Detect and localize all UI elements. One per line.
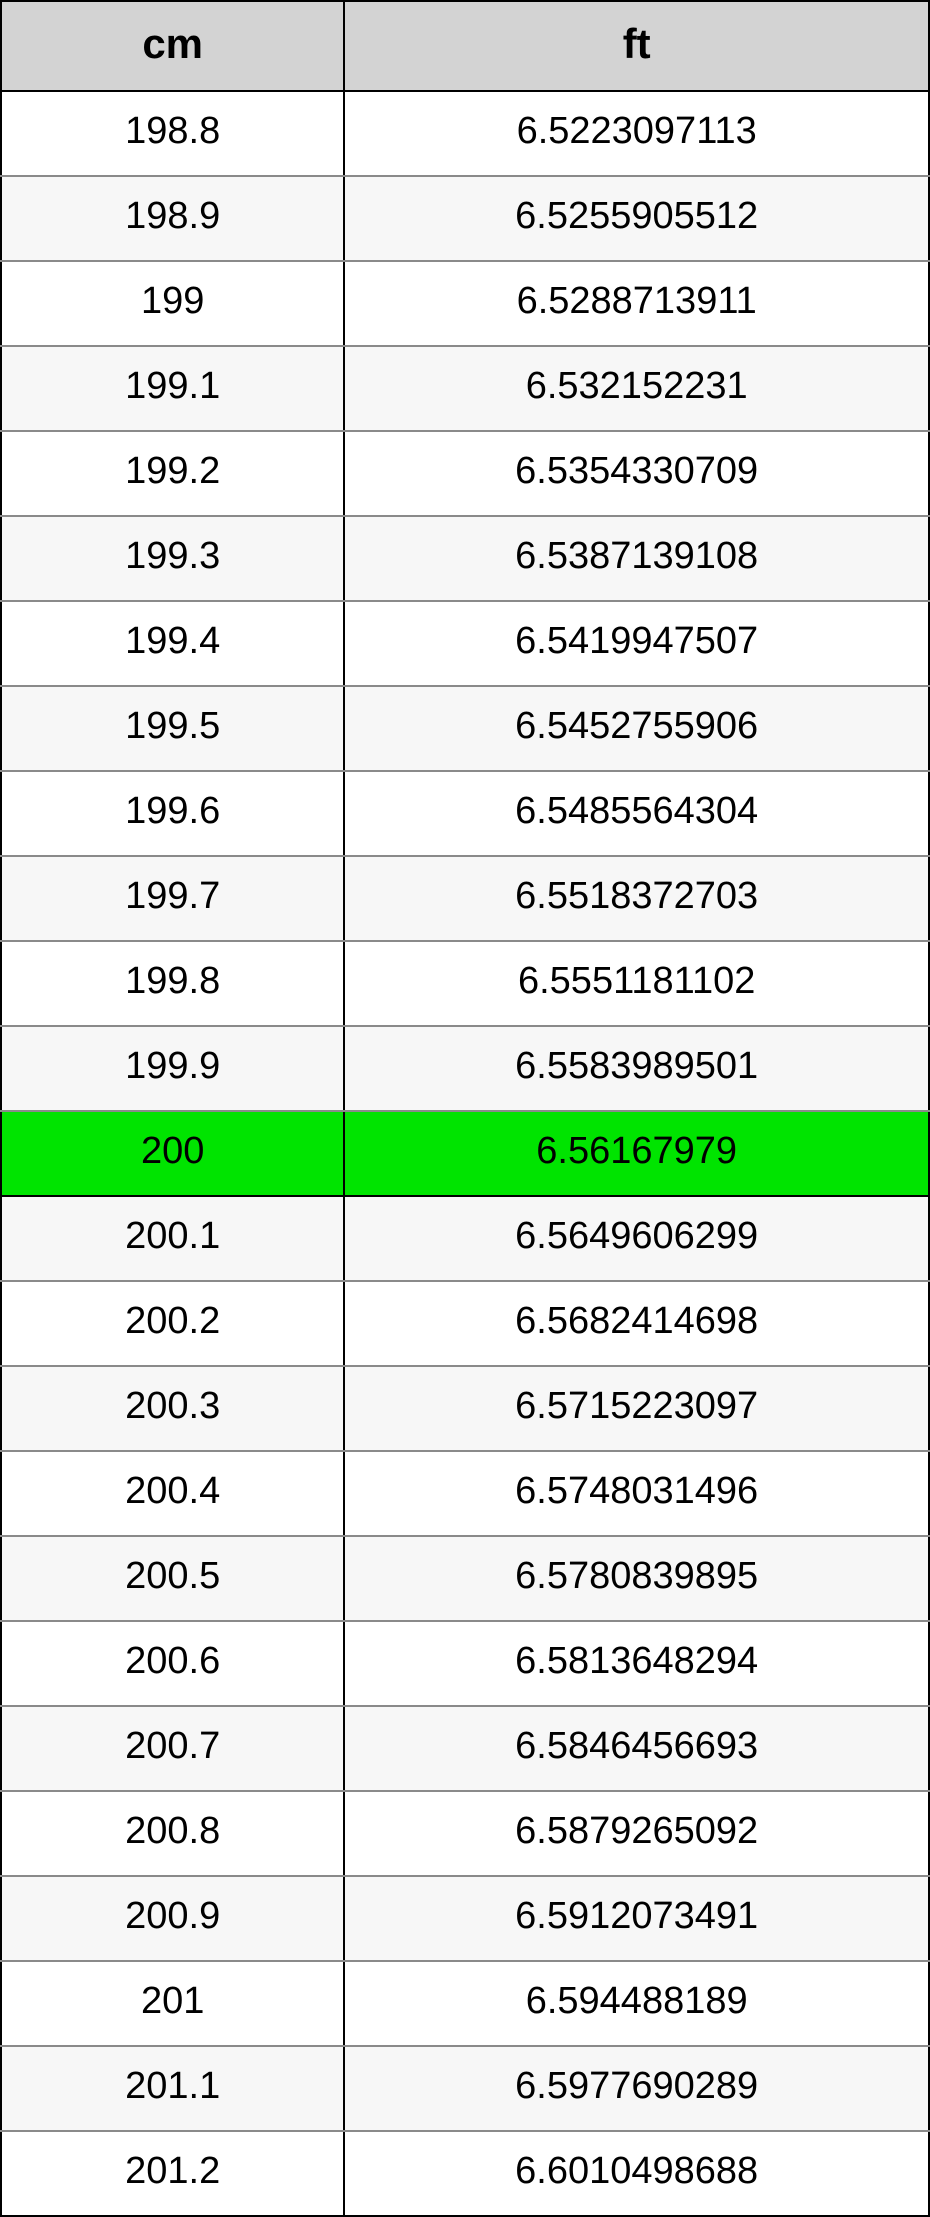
table-row: 198.86.5223097113 <box>1 91 929 176</box>
cell-ft: 6.5387139108 <box>344 516 929 601</box>
cell-cm: 201 <box>1 1961 344 2046</box>
cell-ft: 6.5780839895 <box>344 1536 929 1621</box>
header-cm: cm <box>1 1 344 91</box>
cell-cm: 201.1 <box>1 2046 344 2131</box>
cell-ft: 6.5551181102 <box>344 941 929 1026</box>
cell-cm: 198.9 <box>1 176 344 261</box>
table-row: 200.86.5879265092 <box>1 1791 929 1876</box>
table-row: 199.56.5452755906 <box>1 686 929 771</box>
cell-ft: 6.5223097113 <box>344 91 929 176</box>
cell-cm: 198.8 <box>1 91 344 176</box>
table-row: 199.46.5419947507 <box>1 601 929 686</box>
table-row: 2006.56167979 <box>1 1111 929 1196</box>
table-row: 200.66.5813648294 <box>1 1621 929 1706</box>
cell-cm: 200.1 <box>1 1196 344 1281</box>
table-row: 199.66.5485564304 <box>1 771 929 856</box>
cell-ft: 6.5288713911 <box>344 261 929 346</box>
cell-ft: 6.532152231 <box>344 346 929 431</box>
cell-cm: 199.4 <box>1 601 344 686</box>
table-row: 201.16.5977690289 <box>1 2046 929 2131</box>
table-body: 198.86.5223097113198.96.52559055121996.5… <box>1 91 929 2216</box>
cell-ft: 6.5715223097 <box>344 1366 929 1451</box>
table-row: 2016.594488189 <box>1 1961 929 2046</box>
header-row: cm ft <box>1 1 929 91</box>
cell-cm: 200.7 <box>1 1706 344 1791</box>
table-row: 200.46.5748031496 <box>1 1451 929 1536</box>
cell-cm: 201.2 <box>1 2131 344 2216</box>
cell-ft: 6.5255905512 <box>344 176 929 261</box>
cell-cm: 200.6 <box>1 1621 344 1706</box>
table-row: 201.26.6010498688 <box>1 2131 929 2216</box>
table-row: 199.86.5551181102 <box>1 941 929 1026</box>
conversion-table: cm ft 198.86.5223097113198.96.5255905512… <box>0 0 930 2217</box>
cell-ft: 6.56167979 <box>344 1111 929 1196</box>
cell-cm: 199.5 <box>1 686 344 771</box>
cell-ft: 6.5682414698 <box>344 1281 929 1366</box>
cell-ft: 6.5879265092 <box>344 1791 929 1876</box>
cell-cm: 199.6 <box>1 771 344 856</box>
table-row: 200.36.5715223097 <box>1 1366 929 1451</box>
cell-ft: 6.6010498688 <box>344 2131 929 2216</box>
table-row: 200.96.5912073491 <box>1 1876 929 1961</box>
cell-cm: 199 <box>1 261 344 346</box>
cell-cm: 199.7 <box>1 856 344 941</box>
cell-cm: 200 <box>1 1111 344 1196</box>
table-row: 199.36.5387139108 <box>1 516 929 601</box>
header-ft: ft <box>344 1 929 91</box>
cell-ft: 6.594488189 <box>344 1961 929 2046</box>
table-row: 200.56.5780839895 <box>1 1536 929 1621</box>
cell-cm: 200.3 <box>1 1366 344 1451</box>
cell-ft: 6.5977690289 <box>344 2046 929 2131</box>
cell-ft: 6.5748031496 <box>344 1451 929 1536</box>
cell-cm: 200.9 <box>1 1876 344 1961</box>
cell-cm: 199.8 <box>1 941 344 1026</box>
cell-ft: 6.5583989501 <box>344 1026 929 1111</box>
table-row: 199.96.5583989501 <box>1 1026 929 1111</box>
cell-ft: 6.5354330709 <box>344 431 929 516</box>
cell-ft: 6.5485564304 <box>344 771 929 856</box>
table-row: 199.76.5518372703 <box>1 856 929 941</box>
cell-ft: 6.5813648294 <box>344 1621 929 1706</box>
table-row: 1996.5288713911 <box>1 261 929 346</box>
table-row: 200.16.5649606299 <box>1 1196 929 1281</box>
table-row: 199.16.532152231 <box>1 346 929 431</box>
cell-cm: 199.2 <box>1 431 344 516</box>
table-row: 200.76.5846456693 <box>1 1706 929 1791</box>
cell-cm: 199.9 <box>1 1026 344 1111</box>
cell-cm: 200.2 <box>1 1281 344 1366</box>
cell-cm: 199.1 <box>1 346 344 431</box>
cell-ft: 6.5649606299 <box>344 1196 929 1281</box>
cell-cm: 200.8 <box>1 1791 344 1876</box>
cell-ft: 6.5912073491 <box>344 1876 929 1961</box>
table-row: 199.26.5354330709 <box>1 431 929 516</box>
cell-cm: 200.4 <box>1 1451 344 1536</box>
cell-ft: 6.5452755906 <box>344 686 929 771</box>
table-row: 200.26.5682414698 <box>1 1281 929 1366</box>
cell-ft: 6.5419947507 <box>344 601 929 686</box>
cell-cm: 200.5 <box>1 1536 344 1621</box>
cell-ft: 6.5518372703 <box>344 856 929 941</box>
cell-ft: 6.5846456693 <box>344 1706 929 1791</box>
cell-cm: 199.3 <box>1 516 344 601</box>
table-row: 198.96.5255905512 <box>1 176 929 261</box>
